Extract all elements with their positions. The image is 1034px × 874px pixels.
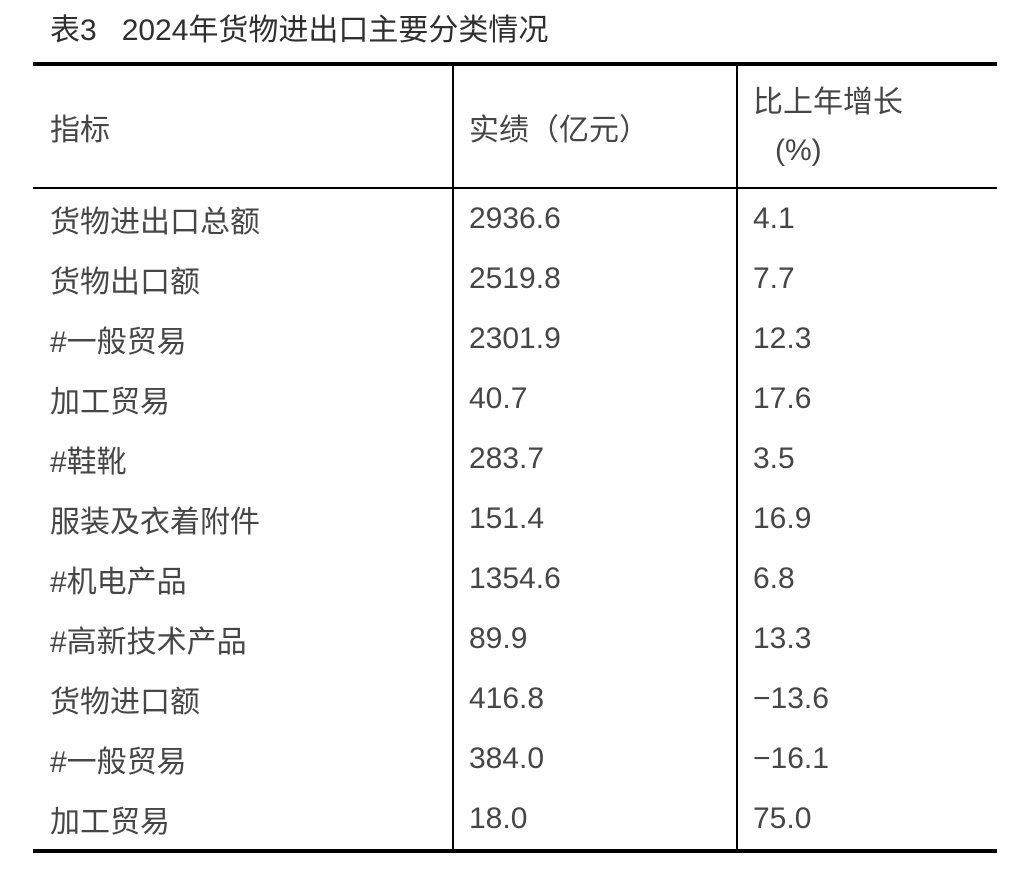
table-row: 加工贸易 40.7 17.6 xyxy=(33,369,997,429)
cell-value: 2301.9 xyxy=(452,309,737,369)
cell-indicator: #高新技术产品 xyxy=(50,626,247,659)
cell-value: 384.0 xyxy=(452,729,737,789)
cell-indicator: 服装及衣着附件 xyxy=(50,506,260,539)
table-caption: 表3 2024年货物进出口主要分类情况 xyxy=(50,14,549,47)
cell-growth: 7.7 xyxy=(736,249,997,309)
cell-value: 416.8 xyxy=(452,669,737,729)
table-row: #机电产品 1354.6 6.8 xyxy=(33,549,997,609)
cell-indicator: #鞋靴 xyxy=(50,446,127,479)
cell-value: 151.4 xyxy=(452,489,737,549)
cell-growth: −16.1 xyxy=(736,729,997,789)
table-row: #鞋靴 283.7 3.5 xyxy=(33,429,997,489)
col-header-growth: 比上年增长 (%) xyxy=(736,64,997,189)
cell-indicator: #机电产品 xyxy=(50,566,187,599)
col-header-value: 实绩（亿元） xyxy=(452,64,737,189)
table-row: #高新技术产品 89.9 13.3 xyxy=(33,609,997,669)
cell-growth: 13.3 xyxy=(736,609,997,669)
cell-indicator: 货物出口额 xyxy=(50,266,200,299)
cell-indicator: #一般贸易 xyxy=(50,746,187,779)
cell-growth: 12.3 xyxy=(736,309,997,369)
table-row: 服装及衣着附件 151.4 16.9 xyxy=(33,489,997,549)
cell-growth: 75.0 xyxy=(736,789,997,851)
cell-indicator: 货物进口额 xyxy=(50,686,200,719)
cell-indicator: 加工贸易 xyxy=(50,806,170,839)
cell-growth: 4.1 xyxy=(736,188,997,249)
cell-value: 18.0 xyxy=(452,789,737,851)
trade-classification-table: 指标 实绩（亿元） 比上年增长 (%) 货物进出口总额 2936.6 4.1 货… xyxy=(33,62,997,853)
cell-indicator: 加工贸易 xyxy=(50,386,170,419)
header-row: 指标 实绩（亿元） 比上年增长 (%) xyxy=(33,64,997,189)
cell-value: 89.9 xyxy=(452,609,737,669)
col-header-indicator: 指标 xyxy=(33,64,453,189)
table-row: #一般贸易 384.0 −16.1 xyxy=(33,729,997,789)
table-row: #一般贸易 2301.9 12.3 xyxy=(33,309,997,369)
cell-growth: −13.6 xyxy=(736,669,997,729)
cell-value: 1354.6 xyxy=(452,549,737,609)
cell-value: 40.7 xyxy=(452,369,737,429)
cell-indicator: #一般贸易 xyxy=(50,326,187,359)
table-row: 货物进出口总额 2936.6 4.1 xyxy=(33,188,997,249)
cell-growth: 6.8 xyxy=(736,549,997,609)
table-row: 货物出口额 2519.8 7.7 xyxy=(33,249,997,309)
cell-indicator: 货物进出口总额 xyxy=(50,206,260,239)
col-header-growth-line2: (%) xyxy=(775,133,822,167)
cell-value: 283.7 xyxy=(452,429,737,489)
cell-growth: 16.9 xyxy=(736,489,997,549)
table-row: 加工贸易 18.0 75.0 xyxy=(33,789,997,851)
cell-growth: 3.5 xyxy=(736,429,997,489)
cell-value: 2519.8 xyxy=(452,249,737,309)
table-row: 货物进口额 416.8 −13.6 xyxy=(33,669,997,729)
cell-value: 2936.6 xyxy=(452,188,737,249)
col-header-growth-line1: 比上年增长 xyxy=(753,85,903,119)
cell-growth: 17.6 xyxy=(736,369,997,429)
